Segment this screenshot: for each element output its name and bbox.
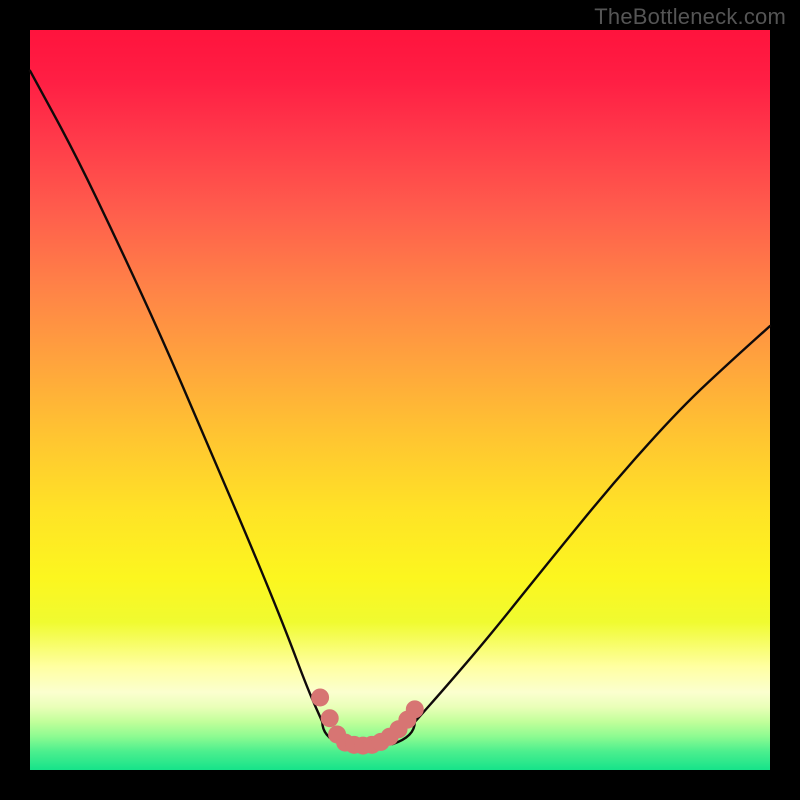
chart-frame: TheBottleneck.com [0,0,800,800]
marker-dot [311,688,329,706]
bottleneck-curve [30,71,770,744]
marker-dot [321,709,339,727]
watermark-text: TheBottleneck.com [594,4,786,30]
marker-dot [406,700,424,718]
marker-trail [311,688,424,754]
curve-layer [0,0,800,800]
